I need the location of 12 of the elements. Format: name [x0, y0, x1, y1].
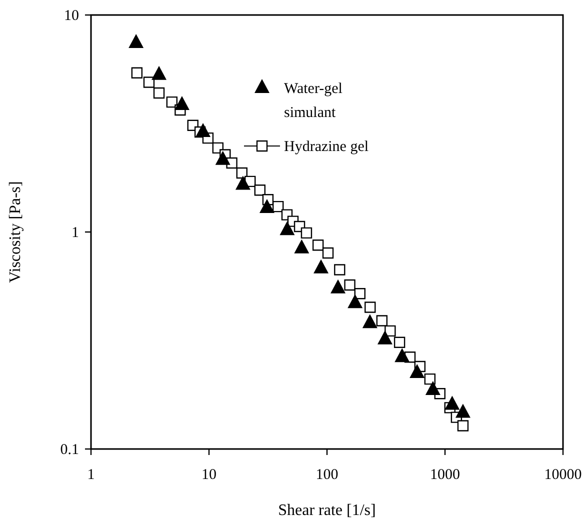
x-tick-label: 1: [87, 467, 95, 483]
y-tick-label: 1: [72, 225, 79, 241]
y-axis-title: Viscosity [Pa-s]: [7, 181, 24, 283]
y-tick-label: 10: [64, 8, 79, 24]
x-axis-title: Shear rate [1/s]: [278, 502, 376, 519]
x-tick-label: 100: [316, 467, 338, 483]
legend-label: Hydrazine gel: [284, 139, 369, 155]
legend-label: Water-gel simulant: [284, 81, 342, 121]
x-tick-label: 10000: [544, 467, 582, 483]
x-tick-label: 1000: [430, 467, 460, 483]
x-tick-label: 10: [202, 467, 216, 483]
y-tick-label: 0.1: [60, 442, 79, 458]
